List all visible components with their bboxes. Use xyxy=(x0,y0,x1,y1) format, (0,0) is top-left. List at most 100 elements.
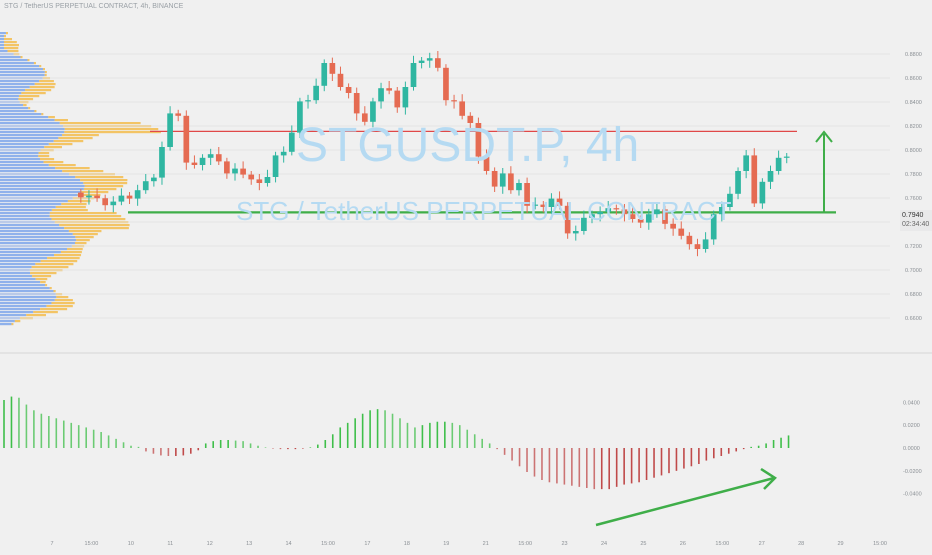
candle-body xyxy=(589,214,595,218)
last-price-badge: 0.7940 02:34:40 xyxy=(900,210,932,231)
volume-profile-bar xyxy=(0,74,45,77)
candle-body xyxy=(240,168,246,175)
time-tick-label: 14 xyxy=(286,541,292,547)
volume-profile-bar xyxy=(0,113,42,116)
candle-body xyxy=(702,239,709,249)
candle-body xyxy=(78,192,84,198)
last-price-value: 0.7940 xyxy=(902,212,924,219)
volume-profile-bar xyxy=(0,212,50,215)
volume-profile-bar xyxy=(0,164,49,167)
candle-body xyxy=(215,154,222,162)
volume-profile-bar xyxy=(45,284,48,287)
volume-profile-bar xyxy=(0,110,35,113)
time-tick-label: 12 xyxy=(207,541,213,547)
candle-body xyxy=(175,113,182,116)
volume-profile-bar xyxy=(0,299,55,302)
volume-profile-bar xyxy=(38,152,50,155)
volume-profile-bar xyxy=(40,308,68,311)
time-tick-label: 18 xyxy=(404,541,410,547)
candle-body xyxy=(775,157,782,171)
candle-body xyxy=(102,198,109,206)
price-levels[interactable] xyxy=(128,130,836,214)
volume-profile-bar xyxy=(0,107,29,110)
volume-profile-bar xyxy=(55,167,90,170)
candle-body xyxy=(378,88,384,102)
volume-profile-bar xyxy=(48,116,55,119)
volume-profile-bar xyxy=(0,86,30,89)
volume-profile-bar xyxy=(11,323,14,326)
time-tick-label: 15:00 xyxy=(321,541,335,547)
volume-profile-bar xyxy=(0,206,56,209)
volume-profile-bar xyxy=(72,233,98,236)
indicator-axis: 0.0400 0.0200 0.0000 -0.0200 -0.0400 xyxy=(903,400,922,497)
volume-profile-bar xyxy=(32,275,52,278)
volume-profile-bar xyxy=(59,122,141,125)
candle-body xyxy=(426,58,433,61)
candle-body xyxy=(305,100,311,102)
volume-profile-bar xyxy=(58,137,93,140)
watermark-description: STG / TetherUS PERPETUAL CONTRACT xyxy=(236,196,732,226)
candle-body xyxy=(361,113,368,122)
candle-body xyxy=(191,162,198,165)
price-axis[interactable]: 0.8800 0.8600 0.8400 0.8200 0.8000 0.7800 0.76… xyxy=(905,52,922,322)
volume-profile-bar xyxy=(56,296,69,299)
time-tick-label: 15:00 xyxy=(873,541,887,547)
volume-profile-bar xyxy=(0,296,57,299)
volume-profile-bar xyxy=(48,143,73,146)
candle-body xyxy=(572,231,579,234)
volume-profile-bar xyxy=(0,32,6,35)
volume-profile-bar xyxy=(0,95,19,98)
time-axis[interactable]: 7 15:00 10 11 12 13 14 15:00 17 18 19 21 15:00 23 24 25… xyxy=(50,541,886,547)
volume-profile-bar xyxy=(67,200,91,203)
candle-body xyxy=(783,156,790,158)
volume-profile-bar xyxy=(49,212,117,215)
annotation-arrows[interactable] xyxy=(595,130,833,527)
volume-profile-bar xyxy=(0,158,40,161)
volume-profile-bar xyxy=(75,176,124,179)
candle-body xyxy=(499,173,506,187)
time-tick-label: 25 xyxy=(640,541,646,547)
candle-body xyxy=(516,183,522,191)
candle-body xyxy=(645,214,652,223)
volume-profile-bar xyxy=(0,284,46,287)
volume-profile-bar xyxy=(0,131,65,134)
volume-profile-bar xyxy=(0,191,82,194)
candle-body xyxy=(321,63,328,86)
volume-profile-bar xyxy=(0,71,45,74)
price-tick-label: 0.8600 xyxy=(905,76,922,82)
volume-profile-bar xyxy=(0,194,78,197)
price-tick-label: 0.7800 xyxy=(905,172,922,178)
indicator-tick-label: -0.0400 xyxy=(903,492,922,498)
volume-profile-bar xyxy=(51,302,75,305)
candle-body xyxy=(256,179,263,183)
price-tick-label: 0.8000 xyxy=(905,148,922,154)
volume-profile-bar xyxy=(54,254,82,257)
volume-profile-bar xyxy=(39,80,54,83)
divergence-arrow-shaft xyxy=(595,476,775,527)
candle-body xyxy=(483,156,490,171)
price-tick-label: 0.7200 xyxy=(905,244,922,250)
volume-profile-bar xyxy=(14,320,21,323)
volume-profile-bar xyxy=(60,251,82,254)
volume-profile-bar xyxy=(0,224,60,227)
candle-body xyxy=(759,181,766,204)
time-tick-label: 15:00 xyxy=(85,541,99,547)
volume-profile-bar xyxy=(76,239,90,242)
candle-body xyxy=(467,115,474,123)
volume-profile-bar xyxy=(0,278,36,281)
volume-profile-bar xyxy=(68,230,102,233)
candle-body xyxy=(410,63,417,87)
volume-profile-bar xyxy=(0,281,41,284)
volume-profile-bar xyxy=(0,185,85,188)
volume-profile-bar xyxy=(0,59,28,62)
volume-profile-bar xyxy=(27,59,30,62)
candle-body xyxy=(629,214,636,219)
volume-profile-bar xyxy=(28,107,31,110)
symbol-header[interactable]: STG / TetherUS PERPETUAL CONTRACT, 4h, B… xyxy=(4,3,184,10)
candle-body xyxy=(678,228,685,236)
candle-body xyxy=(443,67,449,101)
volume-profile-bar xyxy=(5,32,8,35)
volume-profile-bar xyxy=(0,35,4,38)
